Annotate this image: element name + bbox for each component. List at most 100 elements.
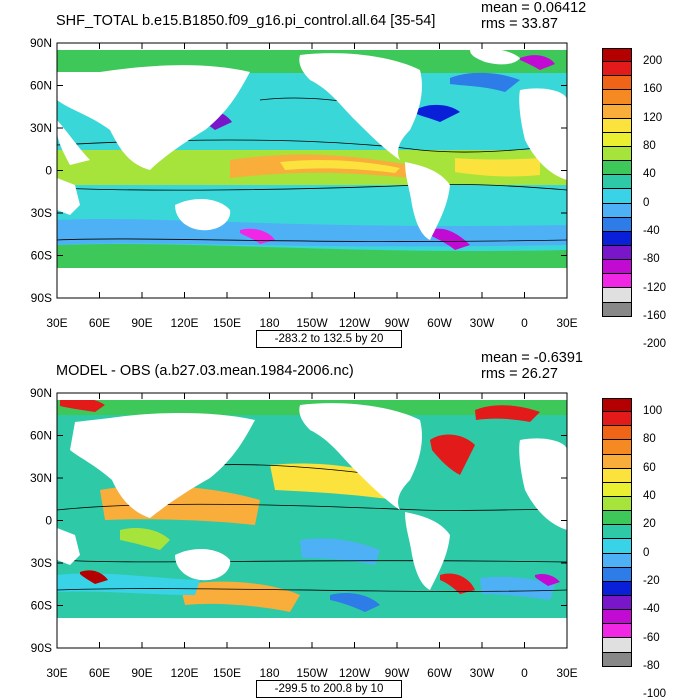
- lon-label-60w: 60W: [427, 666, 452, 680]
- lon-ticks-top: [56, 43, 568, 298]
- map-panel-shf-total: 90N 60N 30N 0 30S 60S 90S 30E 60E 90E 12…: [30, 0, 667, 351]
- lon-label-120w: 120W: [339, 316, 371, 330]
- lat-label-0: 0: [45, 164, 52, 178]
- colorbar-label: -60: [643, 631, 660, 644]
- panel-title-bottom: MODEL - OBS (a.b27.03.mean.1984-2006.nc): [56, 363, 354, 379]
- lat-label-30s: 30S: [31, 206, 52, 220]
- colorbar-label: 0: [643, 196, 650, 209]
- colorbar-swatch: [602, 511, 632, 526]
- lat-label-60n: 60N: [30, 429, 52, 443]
- colorbar-label: 100: [643, 405, 663, 418]
- map-plot-top: 90N 60N 30N 0 30S 60S 90S 30E 60E 90E 12…: [30, 36, 578, 330]
- lon-label-60e: 60E: [89, 666, 110, 680]
- lon-label-120w: 120W: [339, 666, 371, 680]
- colorbar-label: 200: [643, 55, 663, 68]
- lat-ticks-top: [57, 42, 567, 299]
- lat-label-60s: 60S: [31, 249, 52, 263]
- colorbar-swatch: [602, 104, 632, 119]
- lon-label-90w: 90W: [385, 316, 410, 330]
- colorbar-swatch: [602, 203, 632, 218]
- lon-label-60w: 60W: [427, 316, 452, 330]
- rms-value-top: rms = 33.87: [481, 16, 558, 32]
- lon-labels-top: 30E 60E 90E 120E 150E 180 150W 120W 90W …: [46, 316, 577, 330]
- lon-label-60e: 60E: [89, 316, 110, 330]
- lon-labels-bottom: 30E 60E 90E 120E 150E 180 150W 120W 90W …: [46, 666, 577, 680]
- lon-label-0: 0: [521, 316, 528, 330]
- map-plot-bottom: 90N 60N 30N 0 30S 60S 90S 30E 60E 90E 12…: [30, 386, 578, 680]
- lat-ticks-bottom: [57, 392, 567, 649]
- colorbar-label: 40: [643, 490, 656, 503]
- lon-label-0: 0: [521, 666, 528, 680]
- lon-label-90e: 90E: [131, 666, 152, 680]
- lon-label-150e: 150E: [213, 666, 241, 680]
- lon-ticks-bottom: [56, 393, 568, 648]
- colorbar-swatch: [602, 146, 632, 162]
- colorbar-label: -20: [643, 574, 660, 587]
- lon-label-30w: 30W: [470, 316, 495, 330]
- colorbar-swatch: [602, 90, 632, 105]
- lat-label-30n: 30N: [30, 471, 52, 485]
- colorbar-label: -80: [643, 253, 660, 266]
- colorbar-swatch: [602, 288, 632, 303]
- colorbar-swatch: [602, 624, 632, 639]
- colorbar-label: -40: [643, 224, 660, 237]
- colorbar-swatch: [602, 189, 632, 204]
- rms-value-bottom: rms = 26.27: [481, 366, 558, 382]
- lon-label-120e: 120E: [170, 316, 198, 330]
- lon-label-30e-a: 30E: [46, 316, 67, 330]
- colorbar-swatch: [602, 302, 632, 317]
- colorbar-label: -160: [643, 309, 667, 322]
- colorbar-swatch: [602, 175, 632, 190]
- lat-label-60n: 60N: [30, 79, 52, 93]
- colorbar-swatch: [602, 638, 632, 653]
- colorbar-label: 60: [643, 461, 656, 474]
- colorbar-swatch: [602, 553, 632, 568]
- lat-label-90s: 90S: [31, 291, 52, 305]
- lon-label-90w: 90W: [385, 666, 410, 680]
- colorbar-swatch: [602, 132, 632, 147]
- lat-label-90n: 90N: [30, 386, 52, 400]
- colorbar-swatch: [602, 454, 632, 469]
- colorbar-swatch: [602, 525, 632, 540]
- colorbar-label: 40: [643, 168, 656, 181]
- lat-label-90s: 90S: [31, 641, 52, 655]
- colorbar-swatch: [602, 440, 632, 455]
- lon-label-180: 180: [259, 666, 279, 680]
- colorbar-label: 0: [643, 546, 650, 559]
- lat-label-30n: 30N: [30, 121, 52, 135]
- contour-range-label-top: -283.2 to 132.5 by 20: [256, 330, 402, 348]
- colorbar-label: -40: [643, 603, 660, 616]
- mean-value-bottom: mean = -0.6391: [481, 350, 583, 366]
- lat-labels-top: 90N 60N 30N 0 30S 60S 90S: [30, 36, 52, 305]
- colorbar-swatch: [602, 62, 632, 77]
- colorbar-swatch: [602, 581, 632, 596]
- colorbar-swatch: [602, 118, 632, 133]
- colorbar-swatch: [602, 274, 632, 289]
- lat-labels-bottom: 90N 60N 30N 0 30S 60S 90S: [30, 386, 52, 655]
- colorbar-swatch: [602, 567, 632, 582]
- lon-label-30w: 30W: [470, 666, 495, 680]
- lon-label-30e-a: 30E: [46, 666, 67, 680]
- lat-label-0: 0: [45, 514, 52, 528]
- lon-label-30e-b: 30E: [556, 666, 577, 680]
- contour-range-label-bottom: -299.5 to 200.8 by 10: [256, 680, 402, 698]
- colorbar-label: -80: [643, 659, 660, 672]
- mean-value-top: mean = 0.06412: [481, 0, 587, 16]
- colorbar-swatch: [602, 398, 632, 413]
- colorbar-bottom: [602, 398, 632, 667]
- lon-label-30e-b: 30E: [556, 316, 577, 330]
- colorbar-label: 120: [643, 111, 663, 124]
- colorbar-swatch: [602, 652, 632, 667]
- colorbar-swatch: [602, 260, 632, 275]
- colorbar-swatch: [602, 496, 632, 512]
- lon-label-90e: 90E: [131, 316, 152, 330]
- colorbar-label: -200: [643, 338, 667, 351]
- lon-label-150w: 150W: [296, 666, 328, 680]
- colorbar-label: -100: [643, 688, 667, 700]
- colorbar-swatch: [602, 610, 632, 625]
- map-field-bottom: [57, 393, 567, 648]
- map-panel-model-minus-obs: 90N 60N 30N 0 30S 60S 90S 30E 60E 90E 12…: [0, 350, 700, 700]
- colorbar-swatch: [602, 412, 632, 427]
- colorbar-label: 20: [643, 518, 656, 531]
- colorbar-label: 80: [643, 433, 656, 446]
